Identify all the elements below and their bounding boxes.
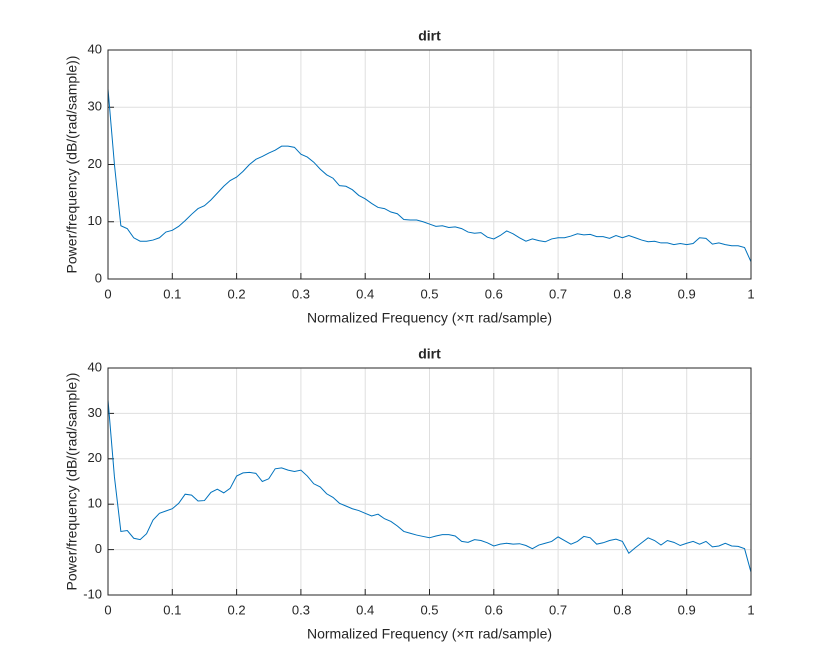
y-tick-label: 0 bbox=[95, 541, 102, 556]
y-tick-label: 40 bbox=[88, 359, 102, 374]
x-tick-label: 0.8 bbox=[613, 602, 631, 617]
y-axis-label: Power/frequency (dB/(rad/sample)) bbox=[64, 373, 80, 591]
y-tick-label: 0 bbox=[95, 270, 102, 285]
x-tick-label: 0.1 bbox=[163, 602, 181, 617]
x-axis-label: Normalized Frequency (×π rad/sample) bbox=[307, 626, 552, 642]
x-tick-label: 0.1 bbox=[163, 286, 181, 301]
chart-title: dirt bbox=[418, 346, 441, 362]
y-tick-label: 10 bbox=[88, 496, 102, 511]
y-axis-label: Power/frequency (dB/(rad/sample)) bbox=[64, 56, 80, 274]
x-tick-label: 0.8 bbox=[613, 286, 631, 301]
axes-box bbox=[107, 49, 752, 280]
x-tick-label: 0.9 bbox=[678, 286, 696, 301]
x-tick-label: 0 bbox=[104, 286, 111, 301]
x-axis-label: Normalized Frequency (×π rad/sample) bbox=[307, 310, 552, 326]
x-tick-label: 0.5 bbox=[420, 286, 438, 301]
x-tick-label: 0.4 bbox=[356, 286, 374, 301]
x-tick-label: 0.5 bbox=[420, 602, 438, 617]
data-line bbox=[107, 88, 752, 263]
data-line bbox=[107, 399, 752, 573]
x-tick-label: 0.6 bbox=[485, 602, 503, 617]
y-tick-label: 20 bbox=[88, 156, 102, 171]
x-tick-label: 0.2 bbox=[228, 602, 246, 617]
y-tick-label: 20 bbox=[88, 450, 102, 465]
x-tick-label: 0.4 bbox=[356, 602, 374, 617]
x-tick-label: 0.3 bbox=[292, 286, 310, 301]
chart-title: dirt bbox=[418, 28, 441, 44]
y-tick-label: 40 bbox=[88, 41, 102, 56]
x-tick-label: 0.7 bbox=[549, 286, 567, 301]
x-tick-label: 0 bbox=[104, 602, 111, 617]
y-tick-label: 30 bbox=[88, 405, 102, 420]
y-tick-label: 30 bbox=[88, 99, 102, 114]
x-tick-label: 1 bbox=[747, 602, 754, 617]
x-tick-label: 0.7 bbox=[549, 602, 567, 617]
x-tick-label: 0.3 bbox=[292, 602, 310, 617]
y-tick-label: 10 bbox=[88, 213, 102, 228]
x-tick-label: 1 bbox=[747, 286, 754, 301]
axes-box bbox=[107, 367, 752, 596]
x-tick-label: 0.6 bbox=[485, 286, 503, 301]
y-tick-label: -10 bbox=[83, 586, 102, 601]
x-tick-label: 0.2 bbox=[228, 286, 246, 301]
x-tick-label: 0.9 bbox=[678, 602, 696, 617]
